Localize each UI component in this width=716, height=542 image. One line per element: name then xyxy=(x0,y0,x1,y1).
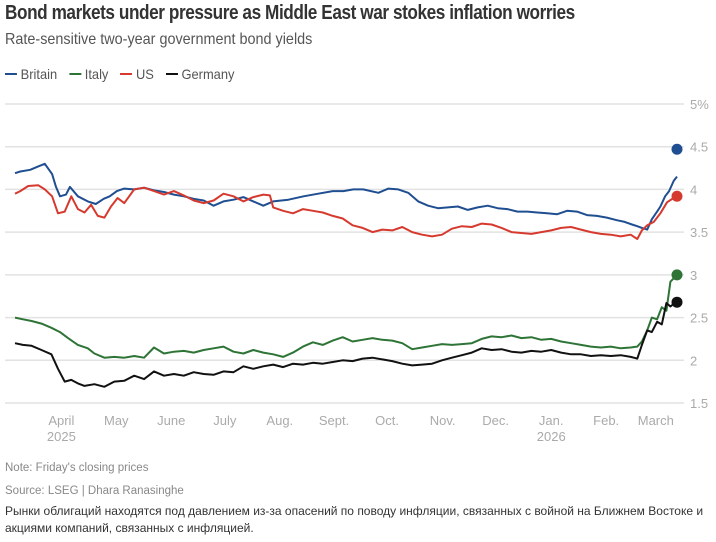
legend-label-us: US xyxy=(135,66,154,82)
x-tick-label: Feb. xyxy=(593,413,619,428)
x-tick-label: Jan. xyxy=(539,413,564,428)
y-tick-label: 4.5 xyxy=(690,140,708,155)
legend-swatch-us xyxy=(120,73,133,75)
end-marker-us xyxy=(671,190,683,202)
x-tick-label: June xyxy=(157,413,185,428)
legend-swatch-germany xyxy=(165,73,178,75)
y-tick-label: 2.5 xyxy=(690,311,708,326)
series-line-italy xyxy=(14,274,678,359)
legend-item-germany: Germany xyxy=(165,66,235,82)
legend-item-us: US xyxy=(120,66,154,82)
series-end-markers xyxy=(671,143,683,308)
legend-label-italy: Italy xyxy=(84,66,109,82)
legend: Britain Italy US Germany xyxy=(5,66,234,82)
legend-swatch-britain xyxy=(5,73,17,75)
y-tick-label: 5% xyxy=(690,97,709,112)
x-tick-label: Nov. xyxy=(430,413,456,428)
y-tick-label: 2 xyxy=(690,353,697,368)
x-tick-year-label: 2026 xyxy=(537,429,566,444)
series-lines xyxy=(14,162,678,388)
end-marker-britain xyxy=(671,143,683,155)
legend-label-britain: Britain xyxy=(20,66,58,82)
chart-note: Note: Friday's closing prices xyxy=(5,462,149,474)
legend-swatch-italy xyxy=(69,73,82,75)
x-tick-label: May xyxy=(104,413,129,428)
end-marker-germany xyxy=(671,296,683,308)
legend-item-italy: Italy xyxy=(69,66,108,82)
y-tick-label: 4 xyxy=(690,182,697,197)
x-tick-label: Sept. xyxy=(319,413,349,428)
x-tick-label: Oct. xyxy=(375,413,399,428)
legend-label-germany: Germany xyxy=(181,66,235,82)
series-line-us xyxy=(14,184,678,240)
x-tick-label: March xyxy=(638,413,674,428)
x-tick-year-label: 2025 xyxy=(47,429,76,444)
y-tick-label: 3 xyxy=(690,268,697,283)
chart-title: Bond markets under pressure as Middle Ea… xyxy=(5,2,575,24)
y-axis-ticks: 1.5 2 2.5 3 3.5 4 4.5 5% xyxy=(690,97,709,411)
gridlines xyxy=(5,103,684,404)
x-tick-label: Dec. xyxy=(482,413,509,428)
y-tick-label: 3.5 xyxy=(690,225,708,240)
series-line-germany xyxy=(14,301,678,388)
x-tick-label: July xyxy=(213,413,237,428)
chart-source: Source: LSEG | Dhara Ranasinghe xyxy=(5,485,184,497)
end-marker-italy xyxy=(671,269,683,281)
series-line-britain xyxy=(14,162,678,231)
chart-caption: Рынки облигаций находятся под давлением … xyxy=(5,504,704,535)
x-tick-label: April xyxy=(48,413,74,428)
legend-item-britain: Britain xyxy=(5,66,57,82)
y-tick-label: 1.5 xyxy=(690,396,708,411)
x-tick-label: Aug. xyxy=(266,413,293,428)
chart-subtitle: Rate-sensitive two-year government bond … xyxy=(5,31,313,48)
